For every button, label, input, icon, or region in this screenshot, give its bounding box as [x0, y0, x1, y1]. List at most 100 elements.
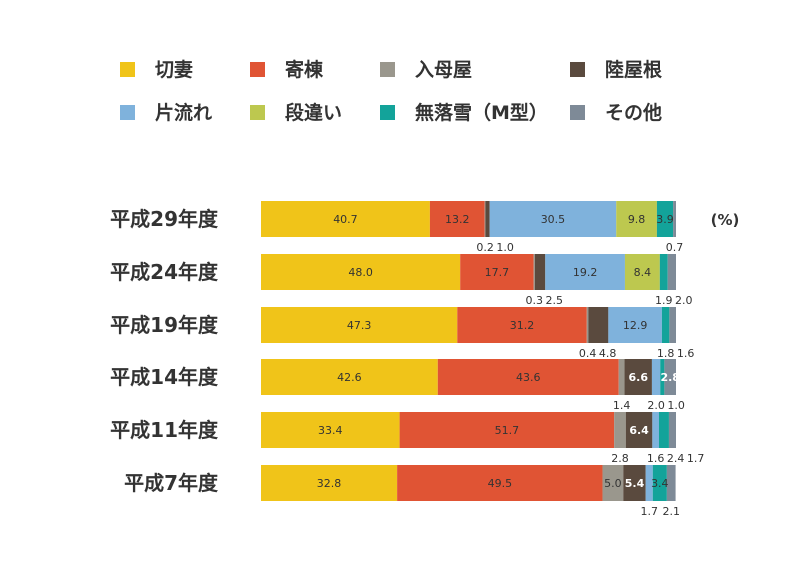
below-label-r3-s3: 0.4: [579, 347, 597, 360]
bar-segment-r2-s4: [534, 254, 546, 290]
below-label-r5-s3: 2.8: [611, 452, 629, 465]
below-label-r3-s8: 1.6: [677, 347, 695, 360]
category-label-2: 平成24年度: [110, 260, 219, 284]
below-label-r4-s7: 1.0: [667, 399, 685, 412]
value-label-r6-s4: 5.4: [625, 477, 645, 490]
value-label-r3-s1: 47.3: [347, 319, 372, 332]
bar-segment-r6-s2: [397, 465, 603, 501]
value-label-r4-s8: 2.8: [660, 371, 680, 384]
value-label-r1-s5: 30.5: [541, 213, 566, 226]
bar-segment-r5-s5: [652, 412, 659, 448]
bar-segment-r6-s3: [602, 465, 624, 501]
bar-segment-r5-s4: [625, 412, 653, 448]
bar-segment-r1-s7: [656, 201, 674, 237]
value-label-r2-s5: 19.2: [573, 266, 598, 279]
bar-segment-r6-s1: [261, 465, 398, 501]
bar-segment-r6-s8: [666, 465, 676, 501]
bar-segment-r2-s5: [545, 254, 625, 290]
legend-swatch-2: [250, 62, 265, 77]
bar-segment-r3-s1: [261, 307, 458, 343]
value-label-r6-s3: 5.0: [604, 477, 622, 490]
bar-segment-r2-s1: [261, 254, 461, 290]
legend-swatch-7: [380, 105, 395, 120]
below-label-r2-s7: 1.9: [655, 294, 673, 307]
legend-label-3: 入母屋: [415, 59, 472, 81]
below-label-r2-s8: 2.0: [675, 294, 693, 307]
legend-label-4: 陸屋根: [605, 58, 662, 81]
bar-segment-r1-s4: [485, 201, 490, 237]
bar-segment-r3-s7: [661, 307, 670, 343]
bar-segment-r1-s8: [673, 201, 676, 237]
bar-segment-r6-s7: [652, 465, 667, 501]
below-label-r3-s7: 1.8: [657, 347, 675, 360]
bar-segment-r4-s7: [660, 359, 665, 395]
value-label-r6-s2: 49.5: [488, 477, 513, 490]
legend-label-1: 切妻: [155, 58, 193, 81]
below-label-r1-s8: 0.7: [666, 241, 684, 254]
value-label-r3-s2: 31.2: [510, 319, 535, 332]
bar-segment-r3-s5: [608, 307, 662, 343]
value-label-r2-s2: 17.7: [485, 266, 510, 279]
legend-swatch-1: [120, 62, 135, 77]
value-label-r4-s4: 6.6: [628, 371, 648, 384]
bar-segment-r3-s4: [588, 307, 609, 343]
bar-segment-r1-s3: [484, 201, 486, 237]
bar-segment-r2-s7: [659, 254, 668, 290]
bar-segment-r2-s2: [460, 254, 534, 290]
bar-segment-r5-s7: [658, 412, 669, 448]
value-label-r1-s1: 40.7: [333, 213, 358, 226]
category-label-1: 平成29年度: [110, 207, 219, 231]
bar-segment-r4-s1: [261, 359, 438, 395]
bar-segment-r1-s1: [261, 201, 430, 237]
below-label-r1-s4: 1.0: [496, 241, 514, 254]
category-label-5: 平成11年度: [110, 418, 219, 442]
bar-segment-r3-s2: [457, 307, 587, 343]
value-label-r2-s6: 8.4: [634, 266, 652, 279]
bar-segment-r3-s8: [669, 307, 676, 343]
below-label-r2-s4: 2.5: [546, 294, 564, 307]
value-label-r2-s1: 48.0: [348, 266, 373, 279]
bar-segment-r4-s3: [618, 359, 625, 395]
bar-segment-r1-s5: [489, 201, 617, 237]
bar-segment-r5-s3: [614, 412, 626, 448]
category-label-4: 平成14年度: [110, 365, 219, 389]
value-label-r6-s1: 32.8: [317, 477, 342, 490]
value-label-r1-s7: 3.9: [656, 213, 674, 226]
legend-swatch-3: [380, 62, 395, 77]
bar-segment-r2-s3: [533, 254, 535, 290]
value-label-r1-s2: 13.2: [445, 213, 470, 226]
bar-segment-r4-s4: [624, 359, 652, 395]
value-label-r4-s2: 43.6: [516, 371, 541, 384]
value-label-r4-s1: 42.6: [337, 371, 362, 384]
legend-swatch-4: [570, 62, 585, 77]
bar-segment-r3-s3: [586, 307, 589, 343]
bar-segment-r2-s6: [624, 254, 660, 290]
below-label-r4-s3: 1.4: [613, 399, 631, 412]
bar-segment-r5-s8: [668, 412, 676, 448]
bar-segment-r4-s5: [651, 359, 661, 395]
bar-segment-r4-s8: [664, 359, 676, 395]
bar-segment-r1-s2: [429, 201, 485, 237]
below-label-r5-s5: 1.6: [647, 452, 665, 465]
legend-label-7: 無落雪（M型）: [415, 101, 548, 124]
bar-segment-r4-s2: [437, 359, 619, 395]
category-label-3: 平成19年度: [110, 313, 219, 337]
legend-swatch-8: [570, 105, 585, 120]
below-label-r2-s3: 0.3: [526, 294, 544, 307]
value-label-r6-s7: 3.4: [651, 477, 669, 490]
unit-label: (%): [711, 211, 740, 229]
bar-segment-r6-s4: [623, 465, 646, 501]
below-label-r6-s5: 1.7: [640, 505, 658, 518]
legend-label-6: 段違い: [285, 101, 342, 124]
legend-label-2: 寄棟: [285, 58, 324, 81]
legend-label-8: その他: [605, 101, 662, 124]
bar-segment-r6-s5: [645, 465, 653, 501]
bar-segment-r2-s8: [667, 254, 676, 290]
value-label-r1-s6: 9.8: [628, 213, 646, 226]
below-label-r6-s8: 2.1: [662, 505, 680, 518]
category-label-6: 平成7年度: [124, 471, 219, 495]
bar-segment-r5-s1: [261, 412, 400, 448]
legend-label-5: 片流れ: [155, 101, 212, 124]
legend-swatch-6: [250, 105, 265, 120]
